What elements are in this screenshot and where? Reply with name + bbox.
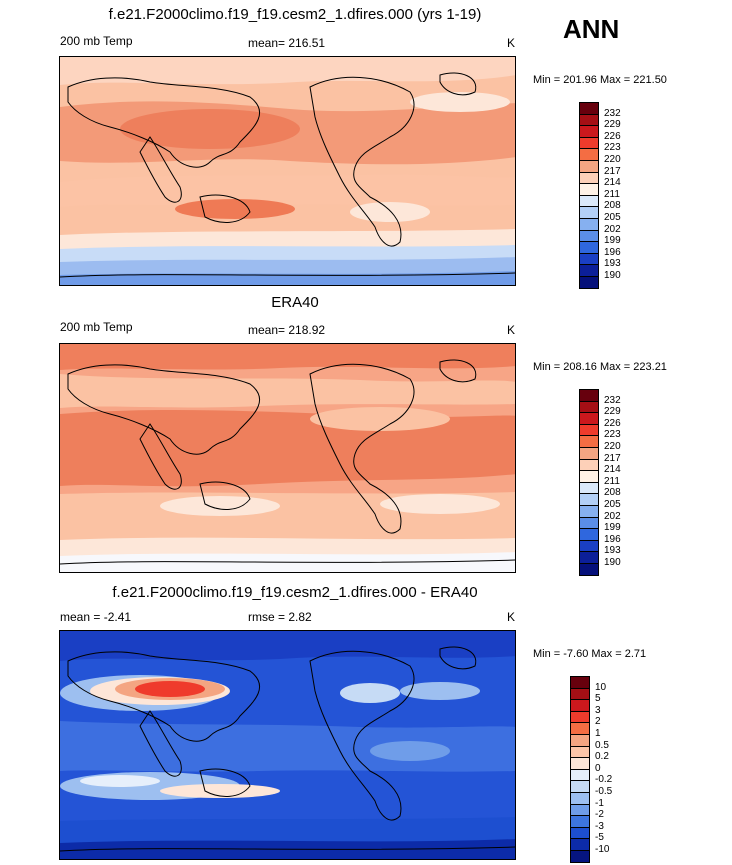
- colorbar-tick-label: 10: [595, 681, 607, 693]
- colorbar-tick-label: 202: [604, 223, 621, 235]
- colorbar-tick-label: 217: [604, 452, 621, 464]
- colorbar-tick-label: 1: [595, 728, 601, 739]
- min-max-label: Min = -7.60 Max = 2.71: [533, 648, 647, 660]
- rmse-label: rmse = 2.82: [248, 610, 312, 624]
- colorbar-tick-label: 205: [604, 212, 621, 223]
- colorbar-swatch: [579, 276, 599, 289]
- colorbar-tick-label: 229: [604, 406, 621, 418]
- mean-label: mean= 216.51: [248, 36, 326, 50]
- colorbar-tick-label: 208: [604, 200, 621, 212]
- colorbar-tick-label: 211: [604, 188, 620, 200]
- colorbar-tick-label: 205: [604, 499, 621, 510]
- colorbar-tick-label: 232: [604, 107, 621, 119]
- min-max-label: Min = 208.16 Max = 223.21: [533, 361, 667, 373]
- colorbar-tick-label: 226: [604, 417, 621, 429]
- colorbar-tick-label: 229: [604, 119, 621, 131]
- colorbar-tick-label: 202: [604, 510, 621, 522]
- variable-label: 200 mb Temp: [60, 34, 133, 48]
- mean-label: mean = -2.41: [60, 610, 132, 624]
- variable-label: 200 mb Temp: [60, 320, 133, 334]
- colorbar-tick-label: 196: [604, 246, 621, 258]
- colorbar-tick-label: 220: [604, 441, 621, 452]
- colorbar-tick-label: 220: [604, 154, 621, 165]
- colorbar-tick-label: 5: [595, 693, 601, 705]
- units-label: K: [507, 323, 516, 337]
- mean-label: mean= 218.92: [248, 323, 326, 337]
- panel-title: f.e21.F2000climo.f19_f19.cesm2_1.dfires.…: [108, 6, 482, 23]
- colorbar-tick-label: -2: [595, 809, 604, 821]
- season-label: ANN: [563, 14, 620, 44]
- colorbar-tick-label: 223: [604, 429, 621, 441]
- colorbar-tick-label: 217: [604, 165, 621, 177]
- colorbar-tick-label: 214: [604, 177, 621, 189]
- panel-title: f.e21.F2000climo.f19_f19.cesm2_1.dfires.…: [112, 584, 478, 601]
- colorbar-tick-label: 190: [604, 557, 621, 568]
- panel-title: ERA40: [271, 294, 319, 311]
- colorbar-tick-label: 223: [604, 142, 621, 154]
- units-label: K: [507, 36, 516, 50]
- colorbar-tick-label: 199: [604, 522, 621, 534]
- min-max-label: Min = 201.96 Max = 221.50: [533, 74, 667, 86]
- colorbar-tick-label: 232: [604, 394, 621, 406]
- colorbar-tick-label: 3: [595, 704, 601, 716]
- colorbar-tick-label: 0.5: [595, 739, 609, 751]
- contour-map-obs: [60, 344, 515, 572]
- colorbar-tick-label: -1: [595, 797, 604, 809]
- colorbar-tick-label: 226: [604, 130, 621, 142]
- contour-map-diff: [60, 631, 515, 859]
- colorbar-tick-label: 193: [604, 545, 621, 557]
- colorbar-tick-label: 0.2: [595, 751, 609, 763]
- colorbar-tick-label: 208: [604, 487, 621, 499]
- colorbar-tick-label: -10: [595, 844, 610, 855]
- colorbar-tick-label: 2: [595, 716, 601, 728]
- colorbar-tick-label: 0: [595, 762, 601, 774]
- colorbar-tick-label: 211: [604, 475, 620, 487]
- map-obs: [59, 343, 516, 573]
- colorbar-swatch: [570, 850, 590, 863]
- map-diff: [59, 630, 516, 860]
- colorbar-tick-label: 190: [604, 270, 621, 281]
- colorbar-tick-label: 214: [604, 464, 621, 476]
- units-label: K: [507, 610, 516, 624]
- colorbar-tick-label: -5: [595, 832, 604, 844]
- map-model: [59, 56, 516, 286]
- colorbar-swatch: [579, 563, 599, 576]
- contour-map-model: [60, 57, 515, 285]
- colorbar-tick-label: 193: [604, 258, 621, 270]
- colorbar-tick-label: -3: [595, 820, 604, 832]
- colorbar-tick-label: -0.2: [595, 774, 613, 786]
- colorbar-tick-label: 196: [604, 533, 621, 545]
- colorbar-tick-label: 199: [604, 235, 621, 247]
- colorbar-tick-label: -0.5: [595, 786, 613, 797]
